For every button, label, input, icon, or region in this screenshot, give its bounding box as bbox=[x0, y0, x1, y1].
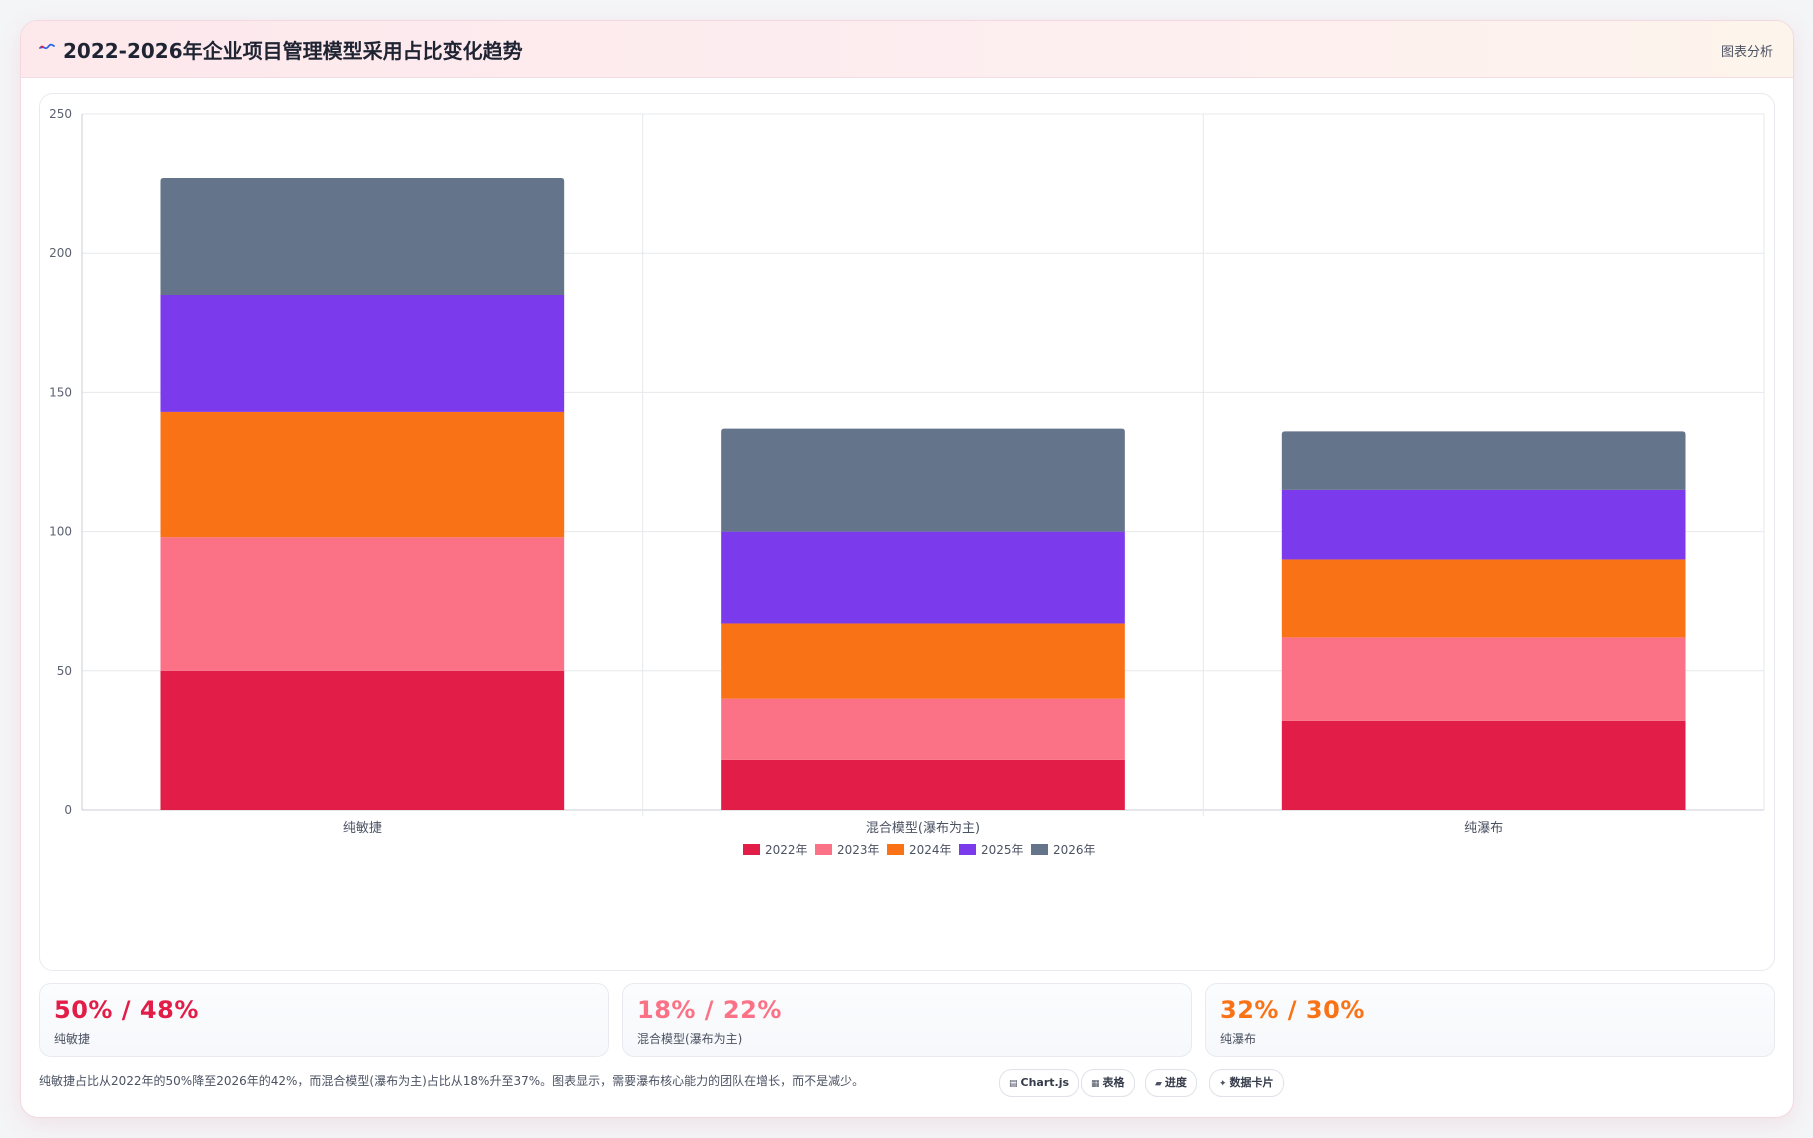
legend-label: 2024年 bbox=[909, 843, 952, 857]
legend-label: 2025年 bbox=[981, 843, 1024, 857]
bar-segment bbox=[160, 294, 565, 412]
bar-segment bbox=[160, 670, 565, 810]
y-tick-label: 50 bbox=[57, 664, 72, 678]
tag-table[interactable]: ▦ 表格 bbox=[1081, 1069, 1135, 1097]
tag-chartjs[interactable]: ▤ Chart.js bbox=[999, 1069, 1080, 1097]
stat-card: 32% / 30% 纯瀑布 bbox=[1205, 983, 1775, 1057]
legend-label: 2022年 bbox=[765, 843, 808, 857]
legend-swatch bbox=[1031, 844, 1048, 855]
tag-data-card[interactable]: ✦ 数据卡片 bbox=[1209, 1069, 1284, 1097]
x-tick-label: 纯瀑布 bbox=[1464, 821, 1503, 836]
legend-swatch bbox=[815, 844, 832, 855]
y-tick-label: 200 bbox=[49, 246, 72, 260]
chart-card: 2022-2026年企业项目管理模型采用占比变化趋势 图表分析 0 50 100 15… bbox=[20, 20, 1794, 1118]
bar-segment bbox=[721, 759, 1125, 810]
stat-card: 18% / 22% 混合模型(瀑布为主) bbox=[622, 983, 1192, 1057]
page-title: 2022-2026年企业项目管理模型采用占比变化趋势 bbox=[63, 39, 523, 63]
legend-swatch bbox=[887, 844, 904, 855]
bar-segment bbox=[721, 698, 1125, 760]
stat-label: 纯瀑布 bbox=[1220, 1032, 1257, 1046]
bar-segment bbox=[1281, 637, 1686, 721]
sparkle-icon: ✦ bbox=[1219, 1079, 1227, 1089]
table-icon: ▦ bbox=[1091, 1079, 1100, 1089]
tag-label: 数据卡片 bbox=[1229, 1076, 1274, 1089]
legend-swatch bbox=[959, 844, 976, 855]
bar-segment bbox=[721, 531, 1125, 624]
stat-value: 18% / 22% bbox=[637, 996, 782, 1024]
bar-segment bbox=[721, 623, 1125, 699]
stat-card: 50% / 48% 纯敏捷 bbox=[39, 983, 609, 1057]
stat-label: 混合模型(瀑布为主) bbox=[637, 1032, 743, 1046]
stat-value: 32% / 30% bbox=[1220, 996, 1365, 1024]
stat-cards: 50% / 48% 纯敏捷 18% / 22% 混合模型(瀑布为主) 32% /… bbox=[39, 983, 1775, 1057]
tag-label: 进度 bbox=[1164, 1076, 1187, 1089]
y-tick-label: 100 bbox=[49, 525, 72, 539]
footer-note: 纯敏捷占比从2022年的50%降至2026年的42%，而混合模型(瀑布为主)占比… bbox=[39, 1074, 865, 1088]
stacked-bar-chart: 0 50 100 150 200 250 纯敏捷 混合模型(瀑布为主) 纯瀑布 2022年 2023… bbox=[49, 107, 1765, 857]
legend-label: 2026年 bbox=[1053, 843, 1096, 857]
stat-label: 纯敏捷 bbox=[54, 1032, 91, 1046]
chart-panel: 0 50 100 150 200 250 纯敏捷 混合模型(瀑布为主) 纯瀑布 2022年 2023… bbox=[39, 93, 1775, 971]
bar-segment bbox=[1281, 431, 1686, 490]
card-header: 2022-2026年企业项目管理模型采用占比变化趋势 图表分析 bbox=[21, 21, 1793, 78]
chart-analysis-button[interactable]: 图表分析 bbox=[1720, 45, 1773, 60]
bar-segment bbox=[160, 411, 565, 538]
tag-label: Chart.js bbox=[1020, 1076, 1070, 1089]
bar-segment bbox=[721, 428, 1125, 532]
bar-segment bbox=[160, 537, 565, 671]
bar-segment bbox=[160, 178, 565, 295]
chart-icon: ▤ bbox=[1009, 1079, 1018, 1089]
stat-value: 50% / 48% bbox=[54, 996, 199, 1024]
x-tick-label: 混合模型(瀑布为主) bbox=[866, 821, 980, 836]
progress-icon: ▰ bbox=[1155, 1079, 1162, 1089]
bar-segment bbox=[1281, 489, 1686, 560]
bar-segment bbox=[1281, 559, 1686, 638]
bar-segment bbox=[1281, 720, 1686, 810]
y-tick-label: 250 bbox=[49, 107, 72, 121]
legend-swatch bbox=[743, 844, 760, 855]
chart-wave-icon bbox=[39, 43, 55, 50]
legend-label: 2023年 bbox=[837, 843, 880, 857]
tag-progress[interactable]: ▰ 进度 bbox=[1145, 1069, 1197, 1097]
tag-label: 表格 bbox=[1102, 1076, 1125, 1089]
x-tick-label: 纯敏捷 bbox=[343, 821, 382, 836]
y-tick-label: 0 bbox=[64, 803, 72, 817]
y-tick-label: 150 bbox=[49, 385, 72, 399]
